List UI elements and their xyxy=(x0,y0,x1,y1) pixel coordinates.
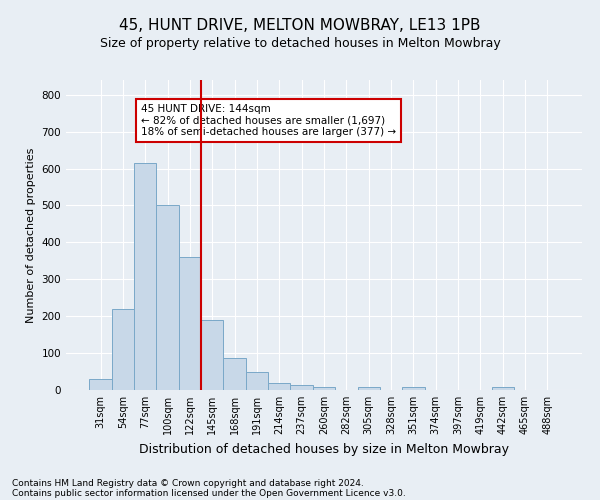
Bar xyxy=(179,257,201,390)
Bar xyxy=(268,384,290,390)
Bar xyxy=(358,388,380,390)
Bar xyxy=(157,206,179,390)
Bar xyxy=(246,372,268,390)
Text: Contains public sector information licensed under the Open Government Licence v3: Contains public sector information licen… xyxy=(12,488,406,498)
Bar xyxy=(223,358,246,390)
Bar xyxy=(134,163,157,390)
Y-axis label: Number of detached properties: Number of detached properties xyxy=(26,148,36,322)
Bar xyxy=(491,388,514,390)
Bar xyxy=(89,379,112,390)
X-axis label: Distribution of detached houses by size in Melton Mowbray: Distribution of detached houses by size … xyxy=(139,442,509,456)
Bar xyxy=(112,309,134,390)
Bar xyxy=(290,385,313,390)
Bar xyxy=(313,387,335,390)
Text: Contains HM Land Registry data © Crown copyright and database right 2024.: Contains HM Land Registry data © Crown c… xyxy=(12,478,364,488)
Text: 45 HUNT DRIVE: 144sqm
← 82% of detached houses are smaller (1,697)
18% of semi-d: 45 HUNT DRIVE: 144sqm ← 82% of detached … xyxy=(141,104,396,137)
Text: Size of property relative to detached houses in Melton Mowbray: Size of property relative to detached ho… xyxy=(100,38,500,51)
Bar xyxy=(402,388,425,390)
Bar xyxy=(201,320,223,390)
Text: 45, HUNT DRIVE, MELTON MOWBRAY, LE13 1PB: 45, HUNT DRIVE, MELTON MOWBRAY, LE13 1PB xyxy=(119,18,481,32)
